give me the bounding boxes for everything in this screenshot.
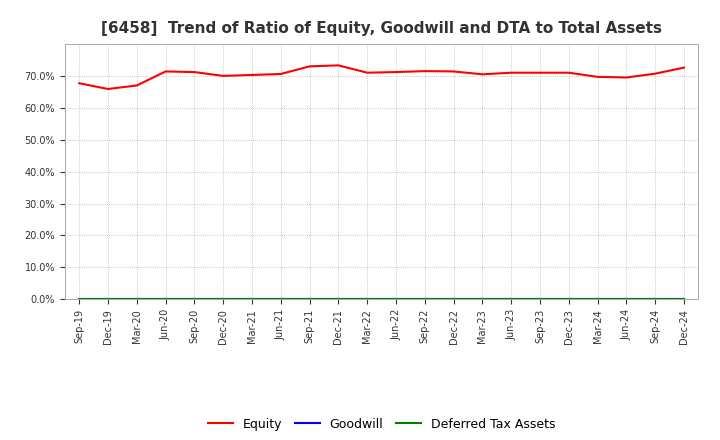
Deferred Tax Assets: [593, 297, 602, 302]
Goodwill: [248, 297, 256, 302]
Goodwill: [449, 297, 458, 302]
Equity: [680, 65, 688, 70]
Goodwill: [622, 297, 631, 302]
Goodwill: [219, 297, 228, 302]
Deferred Tax Assets: [75, 297, 84, 302]
Equity: [651, 71, 660, 76]
Goodwill: [363, 297, 372, 302]
Goodwill: [104, 297, 112, 302]
Deferred Tax Assets: [132, 297, 141, 302]
Equity: [622, 75, 631, 80]
Goodwill: [478, 297, 487, 302]
Equity: [132, 83, 141, 88]
Goodwill: [420, 297, 429, 302]
Equity: [478, 72, 487, 77]
Deferred Tax Assets: [104, 297, 112, 302]
Equity: [334, 63, 343, 68]
Equity: [507, 70, 516, 75]
Equity: [75, 81, 84, 86]
Goodwill: [161, 297, 170, 302]
Deferred Tax Assets: [478, 297, 487, 302]
Deferred Tax Assets: [276, 297, 285, 302]
Goodwill: [392, 297, 400, 302]
Goodwill: [593, 297, 602, 302]
Equity: [363, 70, 372, 75]
Deferred Tax Assets: [449, 297, 458, 302]
Deferred Tax Assets: [334, 297, 343, 302]
Equity: [248, 72, 256, 77]
Deferred Tax Assets: [190, 297, 199, 302]
Goodwill: [75, 297, 84, 302]
Goodwill: [132, 297, 141, 302]
Equity: [305, 64, 314, 69]
Goodwill: [680, 297, 688, 302]
Deferred Tax Assets: [680, 297, 688, 302]
Goodwill: [305, 297, 314, 302]
Goodwill: [651, 297, 660, 302]
Equity: [104, 86, 112, 92]
Goodwill: [564, 297, 573, 302]
Line: Equity: Equity: [79, 66, 684, 89]
Equity: [190, 70, 199, 75]
Equity: [536, 70, 544, 75]
Equity: [564, 70, 573, 75]
Deferred Tax Assets: [536, 297, 544, 302]
Equity: [449, 69, 458, 74]
Deferred Tax Assets: [622, 297, 631, 302]
Deferred Tax Assets: [219, 297, 228, 302]
Goodwill: [190, 297, 199, 302]
Equity: [276, 71, 285, 77]
Goodwill: [507, 297, 516, 302]
Goodwill: [536, 297, 544, 302]
Deferred Tax Assets: [651, 297, 660, 302]
Goodwill: [276, 297, 285, 302]
Deferred Tax Assets: [420, 297, 429, 302]
Title: [6458]  Trend of Ratio of Equity, Goodwill and DTA to Total Assets: [6458] Trend of Ratio of Equity, Goodwil…: [101, 21, 662, 36]
Deferred Tax Assets: [248, 297, 256, 302]
Goodwill: [334, 297, 343, 302]
Equity: [420, 69, 429, 74]
Deferred Tax Assets: [305, 297, 314, 302]
Equity: [392, 70, 400, 75]
Deferred Tax Assets: [507, 297, 516, 302]
Deferred Tax Assets: [564, 297, 573, 302]
Deferred Tax Assets: [392, 297, 400, 302]
Equity: [219, 73, 228, 78]
Equity: [161, 69, 170, 74]
Deferred Tax Assets: [363, 297, 372, 302]
Equity: [593, 74, 602, 80]
Legend: Equity, Goodwill, Deferred Tax Assets: Equity, Goodwill, Deferred Tax Assets: [203, 413, 560, 436]
Deferred Tax Assets: [161, 297, 170, 302]
